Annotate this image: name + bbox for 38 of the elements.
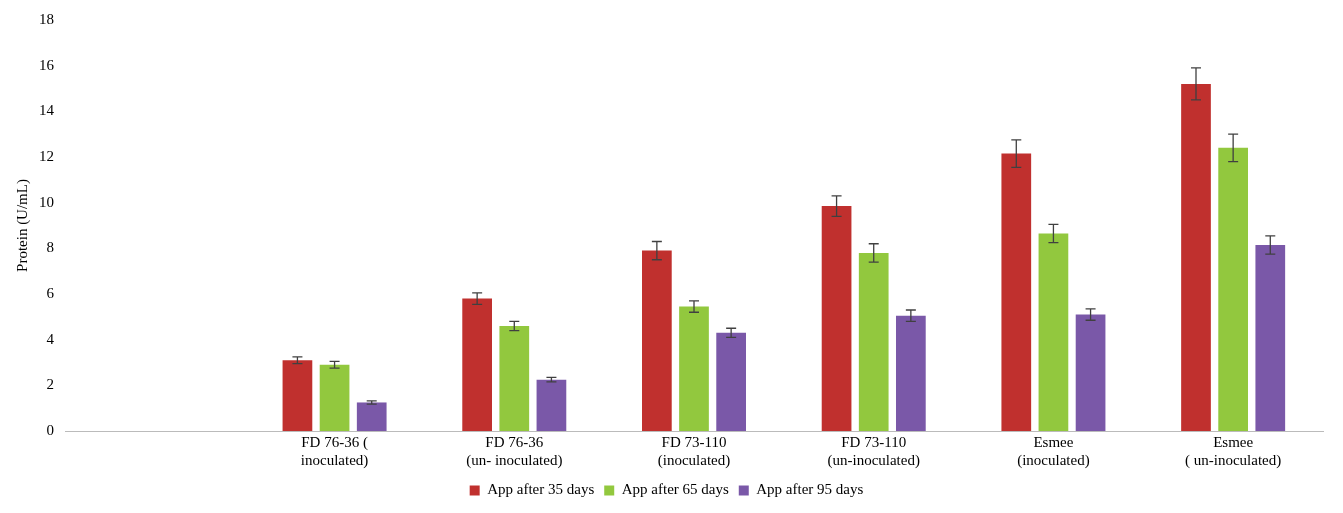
y-tick-label: 18: [39, 10, 54, 27]
y-tick-label: 14: [39, 102, 55, 119]
y-tick-label: 4: [46, 330, 55, 347]
x-tick-label: FD 73-110 (inoculated): [657, 433, 731, 469]
x-tick-label: FD 73-110 (un-inoculated): [827, 433, 920, 469]
bar: [1001, 153, 1032, 431]
y-tick-label: 0: [46, 421, 54, 438]
bar: [1075, 314, 1106, 431]
bar: [1181, 83, 1211, 431]
legend-label: App after 35 days: [487, 481, 595, 498]
bar: [319, 364, 350, 431]
bar: [858, 252, 889, 431]
x-tick-label: Esmee ( un-inoculated): [1185, 433, 1282, 469]
bar: [896, 315, 926, 431]
legend-label: App after 95 days: [756, 481, 864, 498]
x-tick-label: FD 76-36 ( inoculated): [300, 433, 369, 469]
bar: [1218, 147, 1248, 431]
x-tick-label: Esmee (inoculated): [1017, 433, 1090, 469]
legend-label: App after 65 days: [621, 481, 729, 498]
bar: [1255, 244, 1286, 431]
bar: [821, 206, 852, 431]
bar: [1038, 233, 1069, 431]
y-tick-label: 2: [46, 376, 54, 393]
bar: [356, 402, 387, 431]
bar: [462, 298, 492, 431]
bar: [536, 379, 567, 431]
bar: [282, 360, 313, 431]
y-tick-label: 8: [46, 239, 54, 256]
y-tick-label: 10: [39, 193, 54, 210]
y-tick-label: 6: [46, 284, 55, 301]
bar: [679, 306, 709, 431]
bar: [642, 250, 672, 431]
bar: [716, 332, 746, 431]
y-tick-label: 12: [39, 147, 54, 164]
y-tick-label: 16: [39, 56, 55, 73]
y-axis-title: Protein (U/mL): [13, 179, 31, 272]
x-tick-label: FD 76-36 (un- inoculated): [466, 433, 563, 469]
bar: [499, 325, 530, 431]
